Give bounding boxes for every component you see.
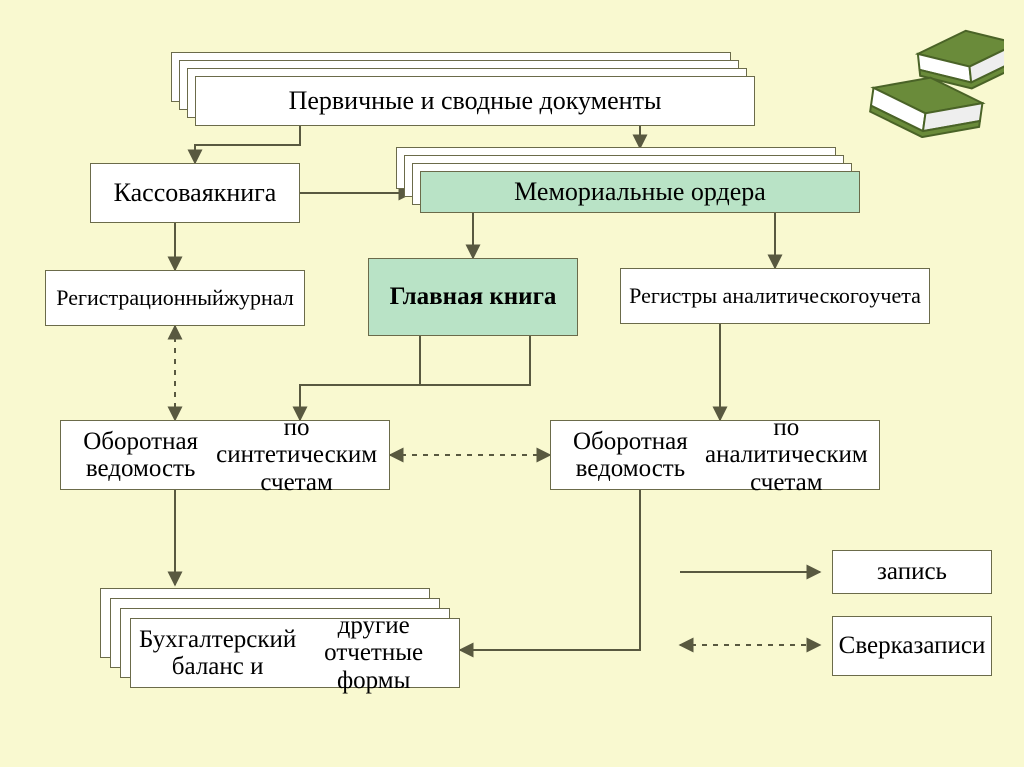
main_book: Главная книга xyxy=(368,258,578,336)
primary_docs: Первичные и сводные документы xyxy=(195,76,755,126)
cash_book: Кассоваякнига xyxy=(90,163,300,223)
analytic_sheet: Оборотная ведомостьпо аналитическим счет… xyxy=(550,420,880,490)
balance: Бухгалтерский баланс идругие отчетные фо… xyxy=(130,618,460,688)
books-icon xyxy=(864,28,1004,138)
analytic_registers: Регистры аналитическогоучета xyxy=(620,268,930,324)
legend-reconcile: Сверказаписи xyxy=(832,616,992,676)
legend-record: запись xyxy=(832,550,992,594)
synth_sheet: Оборотная ведомостьпо синтетическим счет… xyxy=(60,420,390,490)
memorial_orders: Мемориальные ордера xyxy=(420,171,860,213)
reg_journal: Регистрационныйжурнал xyxy=(45,270,305,326)
